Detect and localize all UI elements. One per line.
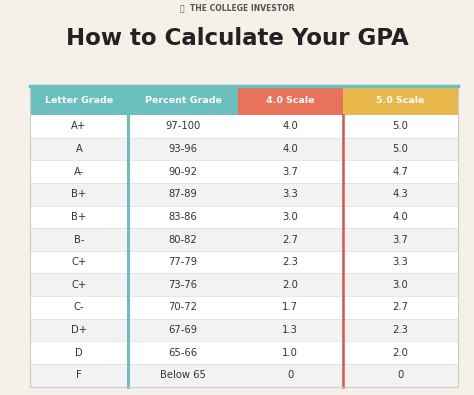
Text: 2.0: 2.0 bbox=[392, 348, 409, 357]
Bar bbox=[30, 296, 458, 319]
Text: D+: D+ bbox=[71, 325, 87, 335]
Text: 2.0: 2.0 bbox=[282, 280, 298, 290]
Text: 4.0: 4.0 bbox=[393, 212, 409, 222]
Text: 65-66: 65-66 bbox=[168, 348, 198, 357]
Text: A: A bbox=[75, 144, 82, 154]
Text: 3.7: 3.7 bbox=[392, 235, 409, 245]
Text: 2.3: 2.3 bbox=[282, 257, 298, 267]
Bar bbox=[237, 86, 343, 115]
Text: C+: C+ bbox=[72, 257, 87, 267]
Bar bbox=[30, 251, 458, 273]
Text: 5.0 Scale: 5.0 Scale bbox=[376, 96, 425, 105]
Bar bbox=[30, 183, 458, 206]
Text: 0: 0 bbox=[287, 370, 293, 380]
Bar bbox=[30, 160, 458, 183]
Bar bbox=[30, 273, 458, 296]
Bar bbox=[343, 86, 458, 115]
Text: D: D bbox=[75, 348, 83, 357]
Text: 1.7: 1.7 bbox=[282, 303, 298, 312]
Text: 90-92: 90-92 bbox=[168, 167, 198, 177]
Text: 4.3: 4.3 bbox=[393, 189, 409, 199]
Bar bbox=[30, 86, 458, 387]
Text: 73-76: 73-76 bbox=[168, 280, 198, 290]
Text: 97-100: 97-100 bbox=[165, 121, 201, 132]
Text: 1.0: 1.0 bbox=[282, 348, 298, 357]
Bar bbox=[30, 228, 458, 251]
Text: 70-72: 70-72 bbox=[168, 303, 198, 312]
Bar bbox=[30, 138, 458, 160]
Bar bbox=[30, 341, 458, 364]
Text: 67-69: 67-69 bbox=[168, 325, 198, 335]
Text: C-: C- bbox=[74, 303, 84, 312]
Text: B+: B+ bbox=[72, 189, 87, 199]
Text: 93-96: 93-96 bbox=[168, 144, 198, 154]
Text: ⎓  THE COLLEGE INVESTOR: ⎓ THE COLLEGE INVESTOR bbox=[180, 3, 294, 12]
Text: 4.7: 4.7 bbox=[392, 167, 409, 177]
Text: 1.3: 1.3 bbox=[282, 325, 298, 335]
Text: 5.0: 5.0 bbox=[392, 121, 409, 132]
Text: Below 65: Below 65 bbox=[160, 370, 206, 380]
Text: B-: B- bbox=[74, 235, 84, 245]
Text: 3.7: 3.7 bbox=[282, 167, 298, 177]
Text: 87-89: 87-89 bbox=[169, 189, 197, 199]
Text: 83-86: 83-86 bbox=[169, 212, 197, 222]
Text: How to Calculate Your GPA: How to Calculate Your GPA bbox=[65, 27, 409, 50]
Text: Percent Grade: Percent Grade bbox=[145, 96, 221, 105]
Text: A-: A- bbox=[74, 167, 84, 177]
Text: 2.7: 2.7 bbox=[282, 235, 298, 245]
Text: 2.7: 2.7 bbox=[392, 303, 409, 312]
Text: 3.3: 3.3 bbox=[283, 189, 298, 199]
Text: 3.0: 3.0 bbox=[283, 212, 298, 222]
Text: F: F bbox=[76, 370, 82, 380]
Text: 4.0: 4.0 bbox=[283, 144, 298, 154]
Text: A+: A+ bbox=[72, 121, 87, 132]
Text: 4.0 Scale: 4.0 Scale bbox=[266, 96, 314, 105]
Text: 3.3: 3.3 bbox=[393, 257, 409, 267]
Text: 4.0: 4.0 bbox=[283, 121, 298, 132]
Text: 77-79: 77-79 bbox=[168, 257, 198, 267]
Text: 2.3: 2.3 bbox=[392, 325, 409, 335]
Text: B+: B+ bbox=[72, 212, 87, 222]
Bar bbox=[30, 86, 128, 115]
Text: 0: 0 bbox=[398, 370, 404, 380]
Bar bbox=[30, 319, 458, 341]
Bar bbox=[30, 115, 458, 138]
Bar bbox=[30, 206, 458, 228]
Text: C+: C+ bbox=[72, 280, 87, 290]
Text: Letter Grade: Letter Grade bbox=[45, 96, 113, 105]
Text: 3.0: 3.0 bbox=[393, 280, 409, 290]
Text: 80-82: 80-82 bbox=[169, 235, 197, 245]
Text: 5.0: 5.0 bbox=[392, 144, 409, 154]
Bar bbox=[128, 86, 237, 115]
Bar bbox=[30, 364, 458, 387]
